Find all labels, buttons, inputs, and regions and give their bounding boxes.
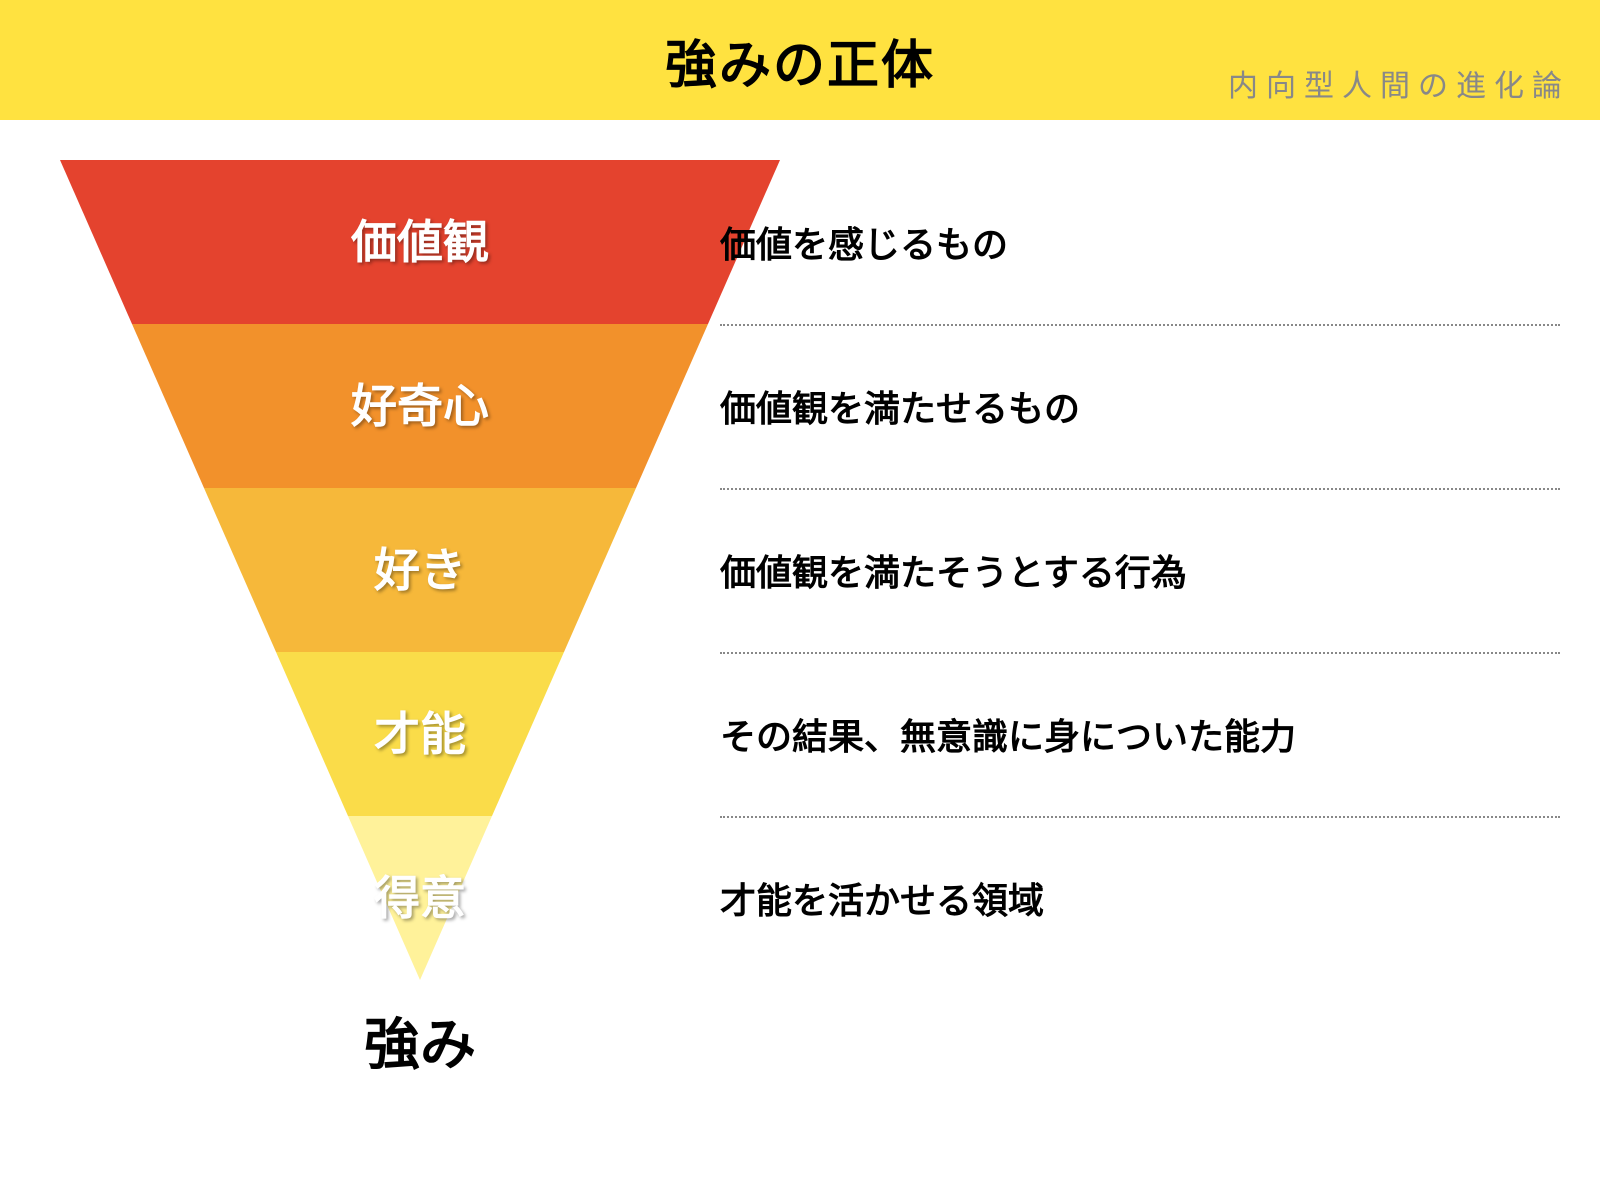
funnel-layer-label-3: 才能 (374, 708, 466, 760)
header-bar: 強みの正体 内向型人間の進化論 (0, 0, 1600, 120)
funnel-layer-label-1: 好奇心 (350, 380, 489, 432)
funnel-bottom-label: 強み (60, 1000, 780, 1081)
description-row-3: その結果、無意識に身についた能力 (720, 652, 1560, 816)
funnel-diagram: 価値観好奇心好き才能得意 強み (60, 160, 780, 980)
funnel-svg: 価値観好奇心好き才能得意 (60, 160, 780, 980)
description-row-2: 価値観を満たそうとする行為 (720, 488, 1560, 652)
description-row-4: 才能を活かせる領域 (720, 816, 1560, 980)
funnel-layer-label-0: 価値観 (350, 216, 489, 268)
description-row-1: 価値観を満たせるもの (720, 324, 1560, 488)
watermark-text: 内向型人間の進化論 (1228, 61, 1570, 105)
description-row-0: 価値を感じるもの (720, 160, 1560, 324)
content-area: 価値観好奇心好き才能得意 強み 価値を感じるもの価値観を満たせるもの価値観を満た… (0, 120, 1600, 1200)
page-title: 強みの正体 (665, 23, 935, 98)
funnel-layer-label-2: 好き (373, 544, 466, 596)
funnel-layer-label-4: 得意 (374, 872, 466, 924)
